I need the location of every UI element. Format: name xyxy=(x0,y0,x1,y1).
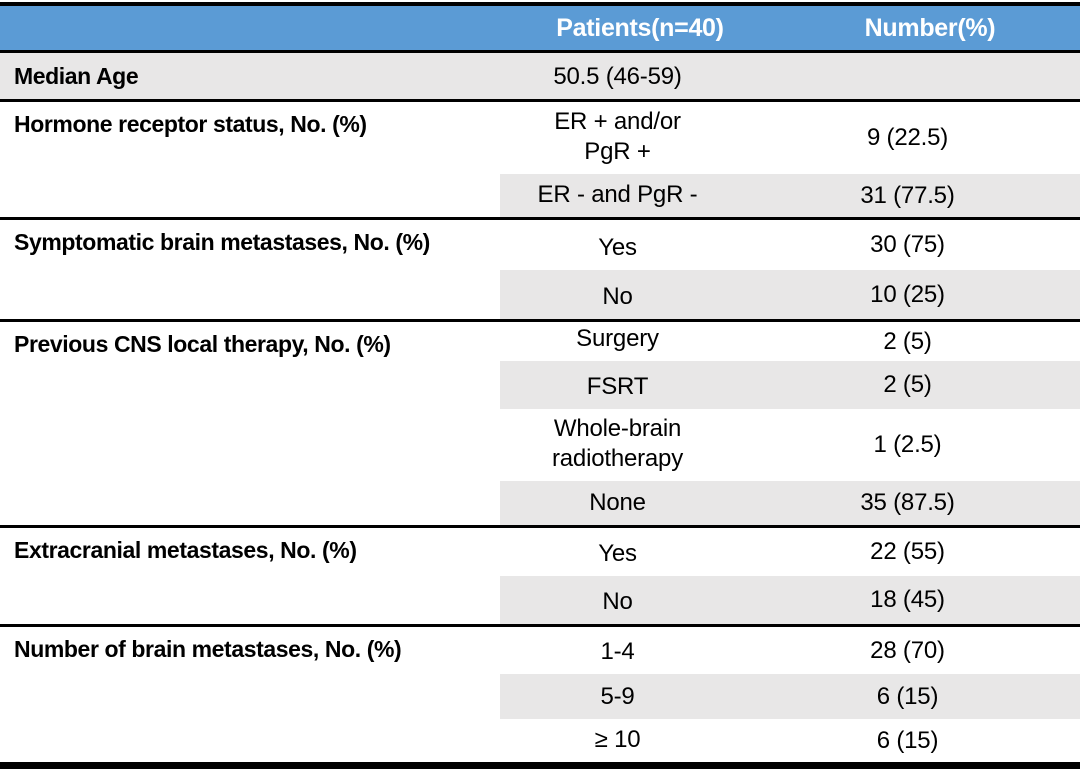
count-cell: 6 (15) xyxy=(876,682,939,710)
header-number-column: Number(%) xyxy=(864,13,996,42)
count-cell: 18 (45) xyxy=(870,586,945,613)
table-row: 50.5 (46-59) xyxy=(500,53,1080,99)
count-cell: 2 (5) xyxy=(883,371,932,398)
count-cell: 30 (75) xyxy=(870,231,945,258)
group-label: Median Age xyxy=(14,62,139,89)
section-previous-cns-local-therapy: Previous CNS local therapy, No. (%) Surg… xyxy=(0,322,1080,528)
table-row: 1-4 28 (70) xyxy=(500,627,1080,674)
table-row: Yes 30 (75) xyxy=(500,220,1080,270)
count-cell xyxy=(735,53,1080,99)
category-cell: None xyxy=(589,489,646,516)
count-cell: 2 (5) xyxy=(883,327,932,355)
table-row: None 35 (87.5) xyxy=(500,481,1080,525)
section-hormone-receptor-status: Hormone receptor status, No. (%) ER + an… xyxy=(0,102,1080,220)
table-row: 5-9 6 (15) xyxy=(500,674,1080,719)
group-label: Hormone receptor status, No. (%) xyxy=(14,111,367,137)
table-row: Yes 22 (55) xyxy=(500,528,1080,576)
section-number-of-brain-metastases: Number of brain metastases, No. (%) 1-4 … xyxy=(0,627,1080,762)
category-cell: No xyxy=(602,588,633,615)
category-cell: ER - and PgR - xyxy=(537,181,698,208)
count-cell: 9 (22.5) xyxy=(866,124,949,151)
group-label: Extracranial metastases, No. (%) xyxy=(14,537,357,563)
category-cell: 50.5 (46-59) xyxy=(553,63,682,90)
category-cell: 1-4 xyxy=(600,638,635,665)
category-cell: 5-9 xyxy=(600,683,635,710)
table-row: ER - and PgR - 31 (77.5) xyxy=(500,174,1080,217)
section-rows: Yes 22 (55) No 18 (45) xyxy=(500,528,1080,624)
count-cell: 22 (55) xyxy=(870,538,945,565)
section-rows: ER + and/or PgR + 9 (22.5) ER - and PgR … xyxy=(500,102,1080,217)
category-cell: No xyxy=(602,283,633,310)
section-rows: 50.5 (46-59) xyxy=(500,53,1080,99)
category-cell: ≥ 10 xyxy=(594,726,641,753)
table-header-row: Patients(n=40) Number(%) xyxy=(0,6,1080,53)
category-cell: FSRT xyxy=(586,373,649,400)
top-rule xyxy=(0,2,1080,6)
section-rows: Yes 30 (75) No 10 (25) xyxy=(500,220,1080,319)
table-row: Surgery 2 (5) xyxy=(500,322,1080,361)
table-row: Whole-brain radiotherapy 1 (2.5) xyxy=(500,409,1080,481)
count-cell: 10 (25) xyxy=(870,280,945,308)
table-row: ER + and/or PgR + 9 (22.5) xyxy=(500,102,1080,174)
header-patients-column: Patients(n=40) xyxy=(556,13,724,42)
category-cell: Surgery xyxy=(576,325,659,352)
count-cell: 6 (15) xyxy=(876,726,939,754)
table-row: ≥ 10 6 (15) xyxy=(500,719,1080,762)
table-row: No 18 (45) xyxy=(500,576,1080,624)
section-symptomatic-brain-metastases: Symptomatic brain metastases, No. (%) Ye… xyxy=(0,220,1080,322)
table-row: FSRT 2 (5) xyxy=(500,361,1080,409)
group-label: Previous CNS local therapy, No. (%) xyxy=(14,331,391,357)
table-row: No 10 (25) xyxy=(500,270,1080,319)
group-label: Symptomatic brain metastases, No. (%) xyxy=(14,229,430,255)
count-cell: 31 (77.5) xyxy=(860,181,955,209)
group-label: Number of brain metastases, No. (%) xyxy=(14,636,402,662)
bottom-rule xyxy=(0,762,1080,769)
count-cell: 35 (87.5) xyxy=(860,489,955,516)
section-rows: 1-4 28 (70) 5-9 6 (15) ≥ 10 6 (15) xyxy=(500,627,1080,762)
category-cell: Yes xyxy=(598,540,637,567)
category-cell: Whole-brain radiotherapy xyxy=(551,414,684,472)
category-cell: ER + and/or PgR + xyxy=(554,107,681,165)
section-median-age: Median Age 50.5 (46-59) xyxy=(0,53,1080,102)
section-rows: Surgery 2 (5) FSRT 2 (5) Whole-brain rad… xyxy=(500,322,1080,525)
header-empty-cell xyxy=(0,6,500,50)
section-extracranial-metastases: Extracranial metastases, No. (%) Yes 22 … xyxy=(0,528,1080,627)
count-cell: 1 (2.5) xyxy=(873,431,942,458)
count-cell: 28 (70) xyxy=(870,636,945,664)
category-cell: Yes xyxy=(598,234,637,261)
